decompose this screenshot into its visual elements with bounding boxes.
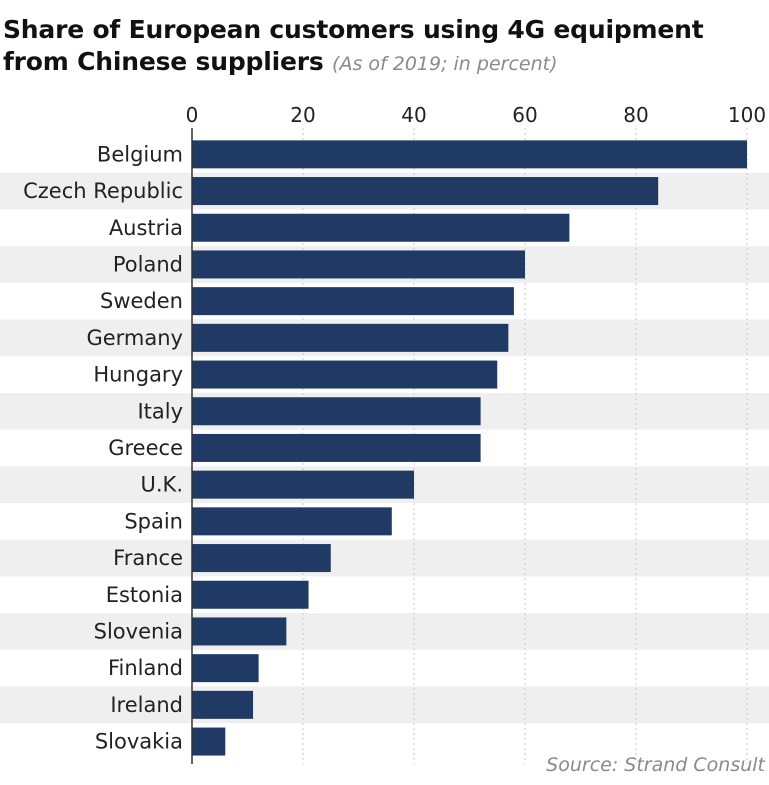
title-line-1: Share of European customers using 4G equ… bbox=[3, 15, 704, 44]
x-tick-label: 60 bbox=[512, 103, 537, 127]
x-tick-label: 20 bbox=[290, 103, 315, 127]
bar-germany bbox=[192, 323, 509, 352]
category-label: Spain bbox=[124, 509, 183, 533]
bar-czech-republic bbox=[192, 177, 659, 206]
category-label: Slovenia bbox=[94, 619, 183, 643]
bar-ireland bbox=[192, 690, 254, 719]
bar-spain bbox=[192, 507, 392, 536]
bar-poland bbox=[192, 250, 525, 279]
category-label: Slovakia bbox=[95, 730, 183, 754]
bar-italy bbox=[192, 397, 481, 426]
x-tick-label: 40 bbox=[401, 103, 426, 127]
bar-u-k- bbox=[192, 470, 414, 499]
x-tick-label: 0 bbox=[186, 103, 199, 127]
bar-belgium bbox=[192, 140, 747, 169]
title-line-2: from Chinese suppliers bbox=[3, 47, 324, 76]
bar-france bbox=[192, 544, 331, 573]
category-label: Italy bbox=[137, 399, 183, 423]
category-label: Estonia bbox=[106, 583, 183, 607]
category-label: U.K. bbox=[141, 473, 184, 497]
category-label: Greece bbox=[108, 436, 183, 460]
chart-subtitle: (As of 2019; in percent) bbox=[332, 53, 558, 75]
source-note: Source: Strand Consult bbox=[546, 754, 765, 776]
category-label: Finland bbox=[108, 656, 183, 680]
bar-hungary bbox=[192, 360, 498, 389]
row-band bbox=[0, 686, 769, 724]
row-band bbox=[0, 613, 769, 650]
category-label: Austria bbox=[109, 216, 183, 240]
category-label: Czech Republic bbox=[23, 179, 183, 203]
category-label: Hungary bbox=[93, 363, 183, 387]
category-label: Ireland bbox=[110, 693, 183, 717]
bar-slovenia bbox=[192, 617, 287, 646]
bar-finland bbox=[192, 654, 259, 683]
category-label: France bbox=[113, 546, 183, 570]
chart-title: Share of European customers using 4G equ… bbox=[3, 14, 769, 80]
x-tick-label: 100 bbox=[728, 103, 766, 127]
bar-slovakia bbox=[192, 727, 226, 756]
bar-greece bbox=[192, 433, 481, 462]
bar-estonia bbox=[192, 580, 309, 609]
bar-sweden bbox=[192, 287, 514, 316]
category-label: Belgium bbox=[97, 142, 183, 166]
row-band bbox=[0, 539, 769, 577]
x-tick-label: 80 bbox=[623, 103, 648, 127]
bar-austria bbox=[192, 213, 570, 242]
category-label: Sweden bbox=[100, 289, 183, 313]
category-label: Germany bbox=[86, 326, 183, 350]
category-label: Poland bbox=[113, 252, 183, 276]
